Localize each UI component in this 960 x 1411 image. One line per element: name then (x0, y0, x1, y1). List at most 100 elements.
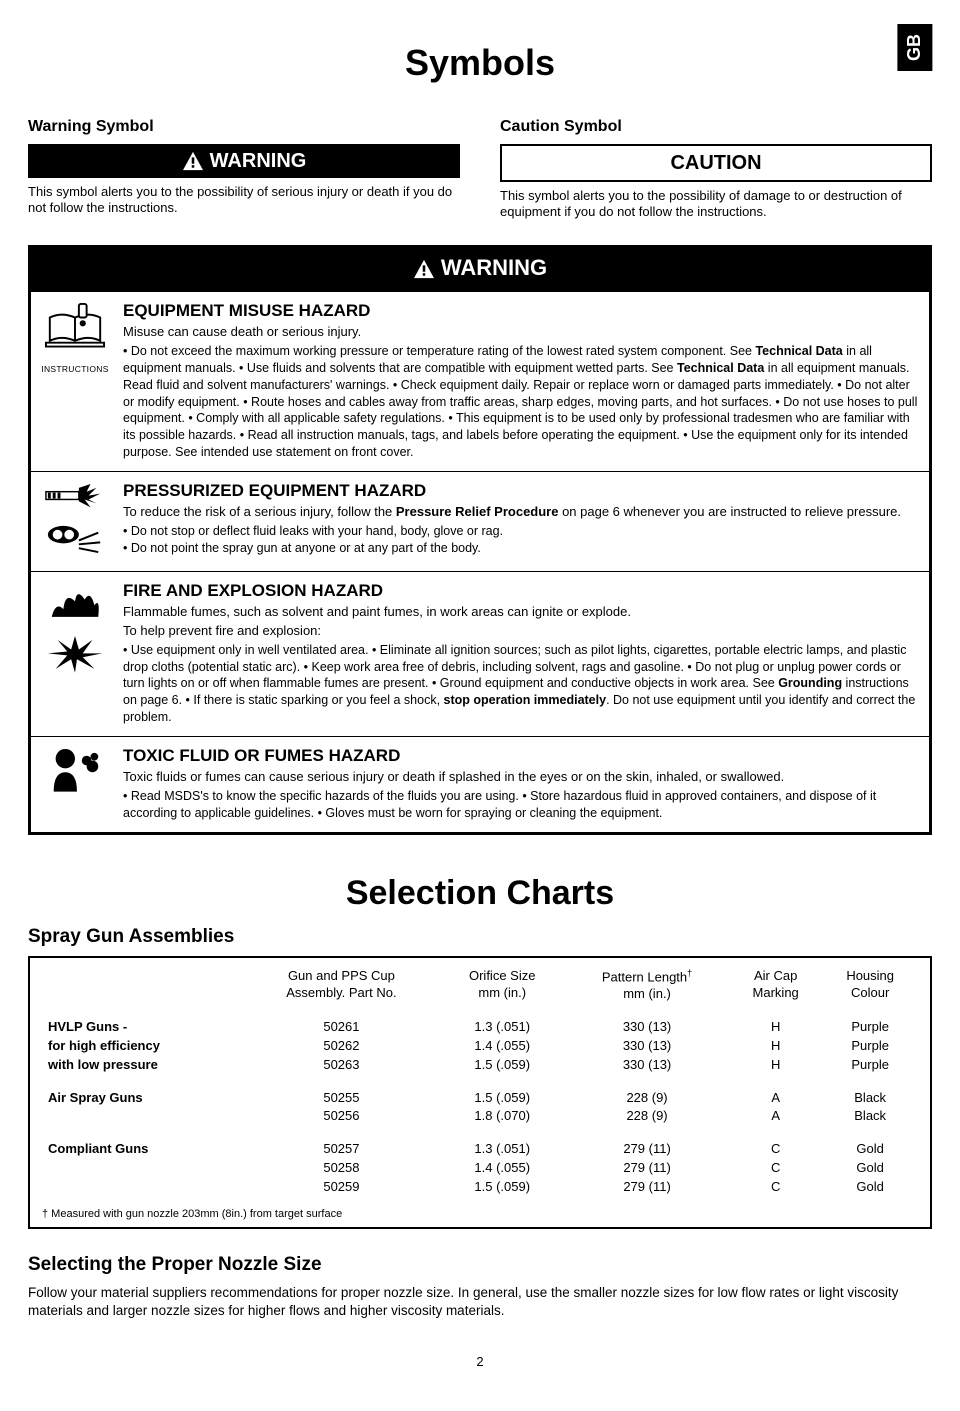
warning-triangle-icon (413, 259, 435, 279)
table-cell: Gold (822, 1159, 918, 1178)
selection-table: Gun and PPS CupAssembly. Part No. Orific… (42, 966, 918, 1204)
warning-banner: WARNING (28, 144, 460, 178)
icon-caption: INSTRUCTIONS (41, 364, 108, 375)
table-cell: Purple (822, 1056, 918, 1082)
table-cell: 1.4 (.055) (439, 1037, 565, 1056)
caution-symbol-col: Caution Symbol CAUTION This symbol alert… (500, 117, 932, 222)
hazard-body: PRESSURIZED EQUIPMENT HAZARD To reduce t… (119, 472, 929, 571)
hazard-title: PRESSURIZED EQUIPMENT HAZARD (123, 480, 919, 502)
hazard-row: FIRE AND EXPLOSION HAZARD Flammable fume… (31, 572, 929, 737)
table-cell: C (729, 1159, 822, 1178)
goggles-spray-icon (44, 523, 106, 561)
table-cell: 50263 (243, 1056, 439, 1082)
explosion-icon (44, 634, 106, 676)
table-cell: 50256 (243, 1107, 439, 1133)
table-cell: 50261 (243, 1011, 439, 1037)
col-header: HousingColour (822, 966, 918, 1011)
group-label (42, 1107, 243, 1133)
toxic-fumes-icon (44, 747, 106, 797)
caution-symbol-heading: Caution Symbol (500, 117, 932, 138)
table-cell: A (729, 1107, 822, 1133)
table-cell: A (729, 1082, 822, 1108)
table-row: 502561.8 (.070)228 (9)ABlack (42, 1107, 918, 1133)
hazard-lead: Toxic fluids or fumes can cause serious … (123, 769, 919, 786)
table-cell: 228 (9) (565, 1082, 729, 1108)
table-cell: Gold (822, 1178, 918, 1204)
col-header: Air CapMarking (729, 966, 822, 1011)
warning-banner-text: WARNING (210, 148, 307, 174)
table-cell: 1.3 (.051) (439, 1011, 565, 1037)
caution-banner: CAUTION (500, 144, 932, 182)
hazard-title: TOXIC FLUID OR FUMES HAZARD (123, 745, 919, 767)
warning-symbol-desc: This symbol alerts you to the possibilit… (28, 184, 460, 218)
table-cell: H (729, 1056, 822, 1082)
table-cell: 1.5 (.059) (439, 1178, 565, 1204)
table-cell: 50255 (243, 1082, 439, 1108)
table-cell: 330 (13) (565, 1037, 729, 1056)
table-cell: 279 (11) (565, 1133, 729, 1159)
hazard-text: • Do not exceed the maximum working pres… (123, 343, 919, 461)
table-cell: 50259 (243, 1178, 439, 1204)
table-cell: 1.5 (.059) (439, 1082, 565, 1108)
table-cell: H (729, 1037, 822, 1056)
table-row: 502591.5 (.059)279 (11)CGold (42, 1178, 918, 1204)
body-paragraph: Follow your material suppliers recommend… (28, 1284, 932, 1320)
caution-symbol-desc: This symbol alerts you to the possibilit… (500, 188, 932, 222)
manual-icon (44, 302, 106, 354)
warning-symbol-col: Warning Symbol WARNING This symbol alert… (28, 117, 460, 222)
table-cell: 279 (11) (565, 1159, 729, 1178)
page-title: Symbols (28, 40, 932, 87)
hazard-text: • Do not stop or deflect fluid leaks wit… (123, 523, 919, 557)
group-label: Air Spray Guns (42, 1082, 243, 1108)
hazard-text: • Use equipment only in well ventilated … (123, 642, 919, 726)
hazard-icon-column (31, 572, 119, 736)
table-cell: 279 (11) (565, 1178, 729, 1204)
warning-block-banner: WARNING (31, 248, 929, 292)
section-title: Selection Charts (28, 871, 932, 915)
table-row: HVLP Guns -502611.3 (.051)330 (13)HPurpl… (42, 1011, 918, 1037)
table-cell: 50262 (243, 1037, 439, 1056)
table-row: 502581.4 (.055)279 (11)CGold (42, 1159, 918, 1178)
hazard-icon-column (31, 737, 119, 832)
hazard-lead: Flammable fumes, such as solvent and pai… (123, 604, 919, 621)
table-cell: 1.3 (.051) (439, 1133, 565, 1159)
table-cell: H (729, 1011, 822, 1037)
table-cell: 50257 (243, 1133, 439, 1159)
warning-block: WARNING INSTRUCTIONS EQUIPMENT MISUSE HA… (28, 245, 932, 834)
hazard-lead: Misuse can cause death or serious injury… (123, 324, 919, 341)
hazard-title: EQUIPMENT MISUSE HAZARD (123, 300, 919, 322)
hazard-icon-column: INSTRUCTIONS (31, 292, 119, 471)
language-tab: GB (897, 24, 932, 71)
hazard-body: TOXIC FLUID OR FUMES HAZARD Toxic fluids… (119, 737, 929, 832)
hazard-row: TOXIC FLUID OR FUMES HAZARD Toxic fluids… (31, 737, 929, 832)
table-cell: 330 (13) (565, 1056, 729, 1082)
selection-chart: Gun and PPS CupAssembly. Part No. Orific… (28, 956, 932, 1229)
group-label: with low pressure (42, 1056, 243, 1082)
table-cell: Black (822, 1107, 918, 1133)
table-header-row: Gun and PPS CupAssembly. Part No. Orific… (42, 966, 918, 1011)
hazard-title: FIRE AND EXPLOSION HAZARD (123, 580, 919, 602)
table-cell: Black (822, 1082, 918, 1108)
table-cell: C (729, 1178, 822, 1204)
col-header: Pattern Length†mm (in.) (565, 966, 729, 1011)
hazard-text: • Read MSDS's to know the specific hazar… (123, 788, 919, 822)
group-label: for high efficiency (42, 1037, 243, 1056)
table-footnote: † Measured with gun nozzle 203mm (8in.) … (42, 1208, 918, 1221)
table-cell: 330 (13) (565, 1011, 729, 1037)
caution-banner-text: CAUTION (670, 150, 761, 176)
hazard-body: FIRE AND EXPLOSION HAZARD Flammable fume… (119, 572, 929, 736)
col-header: Orifice Sizemm (in.) (439, 966, 565, 1011)
table-row: Air Spray Guns502551.5 (.059)228 (9)ABla… (42, 1082, 918, 1108)
burst-hose-icon (44, 482, 106, 513)
table-cell: Purple (822, 1011, 918, 1037)
group-label: Compliant Guns (42, 1133, 243, 1159)
hazard-row: PRESSURIZED EQUIPMENT HAZARD To reduce t… (31, 472, 929, 572)
table-cell: C (729, 1133, 822, 1159)
hazard-body: EQUIPMENT MISUSE HAZARD Misuse can cause… (119, 292, 929, 471)
symbol-definitions: Warning Symbol WARNING This symbol alert… (28, 117, 932, 222)
hazard-icon-column (31, 472, 119, 571)
hazard-lead: To help prevent fire and explosion: (123, 623, 919, 640)
table-cell: 50258 (243, 1159, 439, 1178)
fire-icon (44, 582, 106, 624)
group-label (42, 1159, 243, 1178)
